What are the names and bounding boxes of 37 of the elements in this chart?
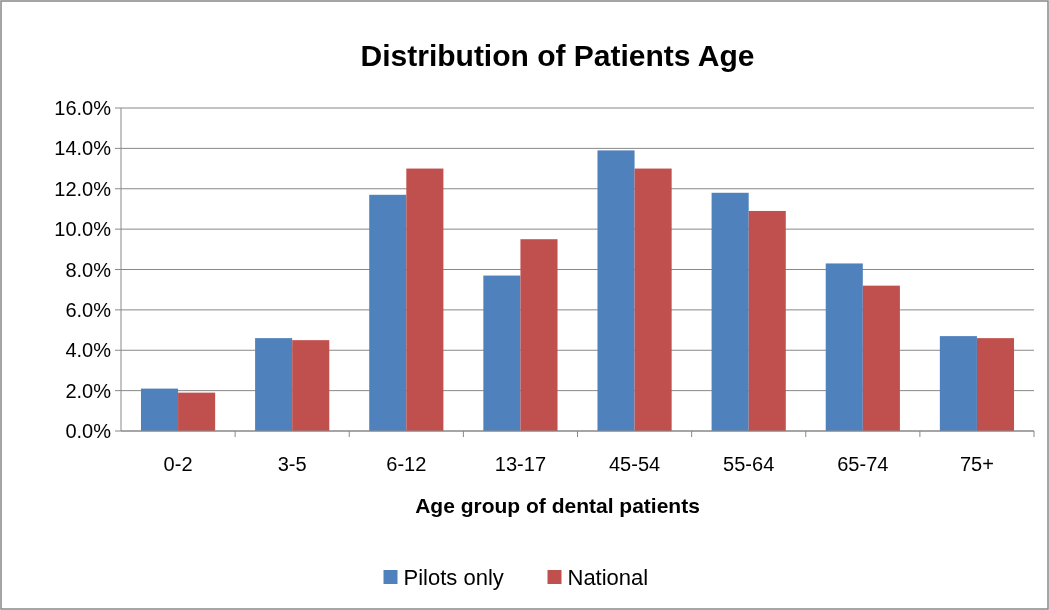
x-tick-label: 45-54	[608, 453, 661, 475]
x-tick-label: 3-5	[277, 453, 307, 475]
y-tick-label: 0.0%	[65, 420, 112, 442]
bar	[483, 275, 521, 431]
bar	[862, 285, 900, 431]
y-tick-label: 12.0%	[54, 177, 112, 200]
bar	[825, 263, 863, 431]
bar	[178, 392, 216, 431]
y-tick-label: 10.0%	[54, 218, 112, 241]
x-tick-label: 55-64	[723, 453, 775, 475]
bar	[634, 168, 672, 431]
y-tick-label: 14.0%	[54, 137, 112, 160]
y-tick-label: 2.0%	[65, 379, 112, 402]
x-tick-label: 75+	[959, 453, 994, 475]
y-tick-label: 4.0%	[65, 339, 112, 362]
chart-title: Distribution of Patients Age	[360, 38, 755, 72]
x-tick-label: 6-12	[386, 453, 427, 475]
bar	[976, 338, 1015, 431]
y-tick-label: 16.0%	[54, 97, 112, 119]
bar	[369, 194, 407, 431]
bar	[597, 150, 635, 431]
x-tick-label: 0-2	[163, 453, 193, 475]
bar	[939, 336, 977, 431]
bar	[520, 239, 558, 431]
bar	[255, 338, 293, 431]
y-tick-label: 8.0%	[65, 258, 112, 281]
x-tick-label: 13-17	[494, 453, 547, 475]
legend-label: Pilots only	[403, 564, 504, 590]
bar	[140, 388, 179, 431]
x-axis-title: Age group of dental patients	[415, 493, 700, 517]
x-tick-label: 65-74	[837, 453, 889, 475]
bar	[748, 210, 786, 431]
bar	[292, 340, 330, 431]
bar	[711, 192, 749, 431]
y-tick-label: 6.0%	[65, 298, 112, 321]
legend-label: National	[567, 564, 649, 590]
bar	[406, 168, 444, 431]
